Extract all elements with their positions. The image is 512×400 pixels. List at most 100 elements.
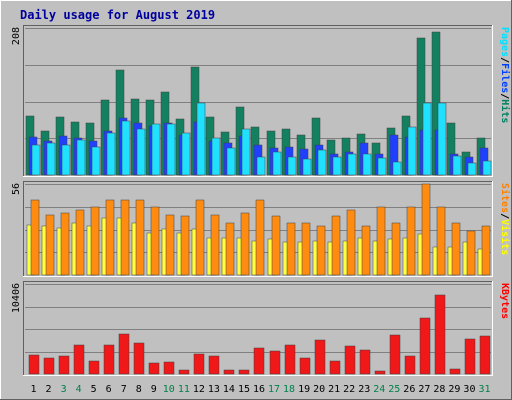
bar-top-pages-15 bbox=[241, 128, 251, 176]
bar-mid-sites-12 bbox=[195, 199, 205, 276]
x-tick-label-21: 21 bbox=[328, 384, 340, 395]
bar-bot-kbytes-15 bbox=[238, 369, 250, 375]
x-tick-label-28: 28 bbox=[433, 384, 445, 395]
bar-bot-kbytes-19 bbox=[299, 357, 311, 375]
bar-bot-kbytes-23 bbox=[359, 349, 371, 375]
bar-bot-kbytes-10 bbox=[163, 361, 175, 375]
x-tick-label-18: 18 bbox=[283, 384, 295, 395]
bar-mid-sites-16 bbox=[255, 199, 265, 276]
bar-bot-kbytes-30 bbox=[464, 338, 476, 375]
bar-mid-sites-8 bbox=[135, 199, 145, 276]
bar-bot-kbytes-5 bbox=[88, 360, 100, 375]
series-mid-sites bbox=[30, 183, 491, 276]
legend-top-item-3: / bbox=[499, 93, 510, 99]
legend-top-item-2: Files bbox=[499, 63, 511, 93]
bar-mid-sites-29 bbox=[451, 222, 461, 276]
bar-bot-kbytes-6 bbox=[103, 344, 115, 375]
bar-bot-kbytes-4 bbox=[73, 344, 85, 375]
panel-top-legend: Pages/Files/Hits bbox=[499, 27, 511, 123]
legend-mid-item-1: / bbox=[499, 213, 510, 219]
bar-top-pages-23 bbox=[362, 153, 372, 176]
x-tick-label-1: 1 bbox=[31, 384, 37, 395]
bar-mid-sites-22 bbox=[346, 209, 356, 276]
series-top-pages bbox=[31, 102, 492, 176]
bar-bot-kbytes-26 bbox=[404, 355, 416, 375]
bar-mid-sites-15 bbox=[240, 212, 250, 276]
x-tick-label-16: 16 bbox=[253, 384, 265, 395]
x-tick-label-31: 31 bbox=[478, 384, 490, 395]
x-tick-label-15: 15 bbox=[238, 384, 250, 395]
bar-bot-kbytes-27 bbox=[419, 317, 431, 375]
x-tick-label-10: 10 bbox=[163, 384, 175, 395]
bar-mid-sites-23 bbox=[361, 225, 371, 276]
x-tick-label-29: 29 bbox=[448, 384, 460, 395]
bar-mid-sites-2 bbox=[45, 214, 55, 276]
panel-mid-legend: Sites/Visits bbox=[499, 183, 511, 255]
bar-bot-kbytes-8 bbox=[133, 342, 145, 375]
x-tick-label-17: 17 bbox=[268, 384, 280, 395]
x-tick-label-6: 6 bbox=[106, 384, 112, 395]
bar-top-pages-25 bbox=[392, 161, 402, 176]
bar-mid-sites-27 bbox=[421, 183, 431, 276]
bar-top-pages-8 bbox=[136, 128, 146, 176]
bar-top-pages-1 bbox=[31, 144, 41, 176]
bar-mid-sites-13 bbox=[210, 214, 220, 276]
x-tick-label-2: 2 bbox=[46, 384, 52, 395]
bar-bot-kbytes-20 bbox=[314, 339, 326, 375]
bar-mid-sites-31 bbox=[481, 225, 491, 276]
panel-bot: 10406 KBytes bbox=[11, 281, 510, 376]
chart-title: Daily usage for August 2019 bbox=[20, 8, 215, 22]
bar-top-pages-29 bbox=[452, 155, 462, 176]
bar-bot-kbytes-24 bbox=[374, 370, 386, 375]
bar-bot-kbytes-22 bbox=[344, 345, 356, 375]
bar-bot-kbytes-2 bbox=[43, 357, 55, 375]
panel-mid: 56 Sites/Visits bbox=[11, 181, 511, 277]
bar-top-pages-22 bbox=[347, 153, 357, 176]
bar-top-pages-26 bbox=[407, 126, 417, 176]
bar-bot-kbytes-25 bbox=[389, 334, 401, 375]
bar-top-pages-19 bbox=[302, 158, 312, 176]
bar-mid-sites-25 bbox=[391, 222, 401, 276]
panel-mid-max-label: 56 bbox=[11, 183, 22, 195]
bar-bot-kbytes-16 bbox=[253, 347, 265, 375]
chart-panels: 208 Pages/Files/Hits 56 Sites/Visits 10406 KB… bbox=[11, 25, 511, 376]
bar-top-pages-20 bbox=[317, 149, 327, 176]
x-tick-label-11: 11 bbox=[178, 384, 190, 395]
panel-bot-max-label: 10406 bbox=[11, 283, 22, 313]
bar-bot-kbytes-28 bbox=[434, 294, 446, 375]
bar-bot-kbytes-17 bbox=[269, 350, 281, 375]
bar-bot-kbytes-29 bbox=[449, 368, 461, 375]
bar-mid-sites-9 bbox=[150, 206, 160, 276]
bar-mid-sites-28 bbox=[436, 206, 446, 276]
bar-top-pages-9 bbox=[151, 123, 161, 176]
bar-bot-kbytes-14 bbox=[223, 369, 235, 375]
x-tick-label-24: 24 bbox=[373, 384, 385, 395]
bar-top-pages-13 bbox=[211, 137, 221, 176]
bar-mid-sites-1 bbox=[30, 199, 40, 276]
x-tick-label-27: 27 bbox=[418, 384, 430, 395]
bar-bot-kbytes-3 bbox=[58, 355, 70, 375]
bar-mid-sites-6 bbox=[105, 199, 115, 276]
x-tick-label-5: 5 bbox=[91, 384, 97, 395]
bar-mid-sites-17 bbox=[271, 215, 281, 276]
bar-mid-sites-24 bbox=[376, 206, 386, 276]
x-tick-label-14: 14 bbox=[223, 384, 235, 395]
bar-top-pages-6 bbox=[106, 132, 116, 176]
x-tick-label-8: 8 bbox=[136, 384, 142, 395]
bar-mid-sites-7 bbox=[120, 199, 130, 276]
bar-bot-kbytes-13 bbox=[208, 355, 220, 375]
bar-bot-kbytes-31 bbox=[479, 335, 491, 375]
x-tick-label-22: 22 bbox=[343, 384, 355, 395]
panel-top-max-label: 208 bbox=[11, 27, 22, 45]
x-tick-label-9: 9 bbox=[151, 384, 157, 395]
bar-bot-kbytes-18 bbox=[284, 344, 296, 375]
bar-mid-sites-18 bbox=[286, 222, 296, 276]
series-bot-kbytes bbox=[28, 294, 491, 375]
x-tick-label-4: 4 bbox=[76, 384, 82, 395]
bar-top-pages-7 bbox=[121, 120, 131, 176]
bar-bot-kbytes-11 bbox=[178, 369, 190, 375]
bar-mid-sites-19 bbox=[301, 222, 311, 276]
bar-mid-sites-5 bbox=[90, 206, 100, 276]
legend-top-item-1: / bbox=[499, 57, 510, 63]
